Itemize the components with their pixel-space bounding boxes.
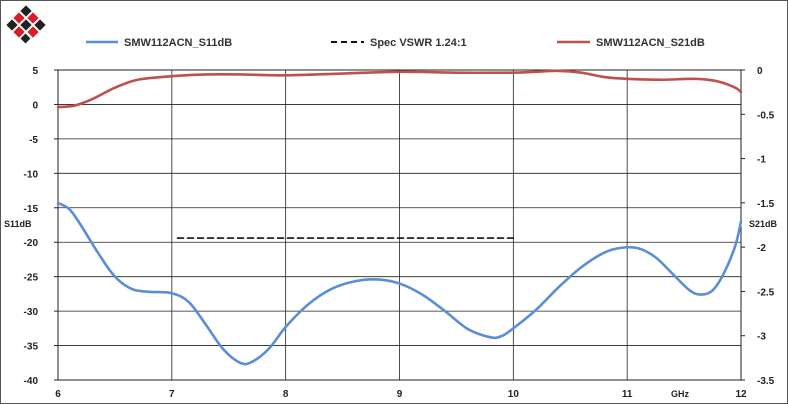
x-tick-label: 6 [55,389,61,400]
y-left-tick-label: 0 [32,100,38,111]
x-tick-label: 12 [735,389,747,400]
legend-label-spec: Spec VSWR 1.24:1 [370,37,467,49]
x-tick-label: 7 [169,389,175,400]
y-right-tick-label: -3.5 [757,376,775,387]
y-left-tick-label: -35 [24,342,39,353]
y-right-axis-label: S21dB [749,219,778,229]
y-right-tick-label: -2 [757,243,766,254]
plot-grid [57,69,742,381]
y-left-tick-label: 5 [32,66,38,77]
x-tick-label: 9 [397,389,403,400]
legend-label-s21: SMW112ACN_S21dB [596,37,705,49]
y-left-tick-label: -40 [24,376,39,387]
x-tick-label: 8 [283,389,289,400]
company-logo [6,5,46,44]
x-axis-unit-label: GHz [671,389,690,399]
y-left-tick-label: -30 [24,307,39,318]
y-right-tick-label: -1 [757,155,766,166]
y-right-tick-label: 0 [757,66,763,77]
y-left-tick-label: -5 [29,135,38,146]
legend-label-s11: SMW112ACN_S11dB [124,37,232,49]
y-left-tick-label: -20 [24,238,39,249]
y-left-tick-label: -10 [24,169,39,180]
y-right-tick-label: -0.5 [757,110,775,121]
y-right-tick-label: -1.5 [757,199,775,210]
series-line-s11 [56,201,743,366]
y-left-tick-label: -15 [24,204,39,215]
y-right-tick-label: -2.5 [757,287,775,298]
y-left-axis-label: S11dB [4,219,32,229]
series-line-s21 [56,69,743,109]
y-right-tick-label: -3 [757,332,766,343]
chart-legend: SMW112ACN_S11dB Spec VSWR 1.24:1 SMW112A… [86,37,705,49]
axis-ticks: 5 0 -5 -10 -15 -20 -25 -30 -35 -40 6 7 8 9 10 11 12 0 -0.5… [24,66,775,400]
plot-series [56,69,743,366]
x-tick-label: 11 [622,389,633,400]
x-tick-label: 10 [508,389,520,400]
y-left-tick-label: -25 [24,273,39,284]
